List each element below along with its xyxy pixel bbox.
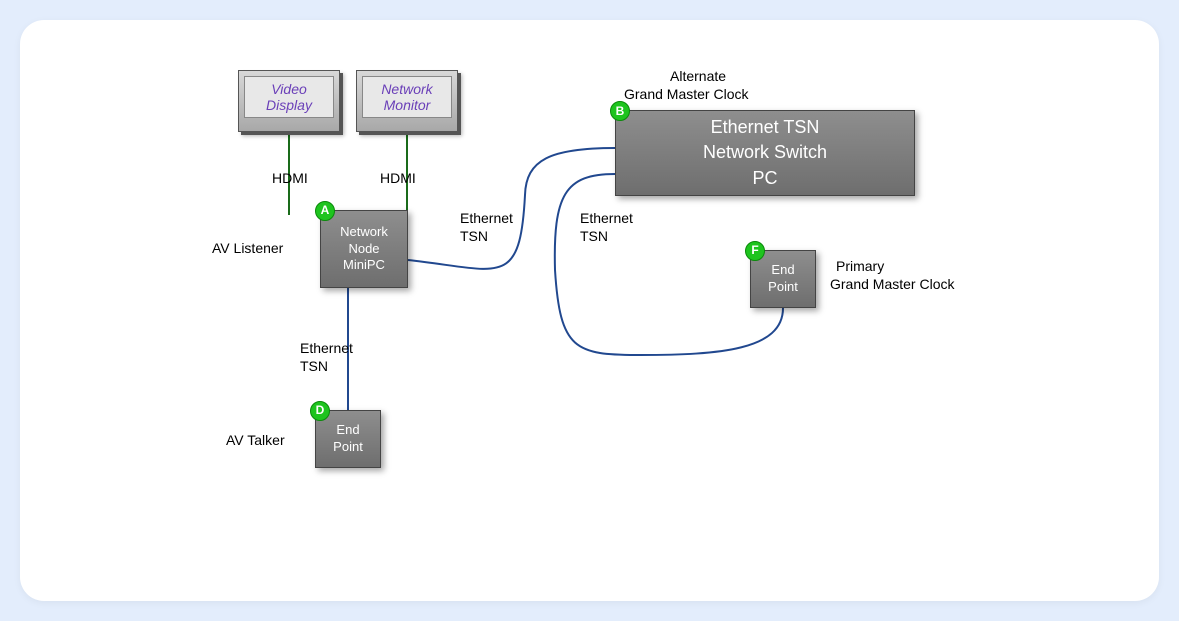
- node-endpoint-f: F EndPoint: [750, 250, 816, 308]
- badge-f: F: [745, 241, 765, 261]
- label-av-talker: AV Talker: [226, 432, 285, 450]
- edges-layer: [20, 20, 1159, 601]
- badge-b: B: [610, 101, 630, 121]
- monitor-network-monitor: NetworkMonitor: [356, 70, 458, 132]
- edge-label-ethernet-tsn: EthernetTSN: [300, 340, 353, 375]
- diagram-card: VideoDisplay NetworkMonitor A NetworkNod…: [20, 20, 1159, 601]
- node-label: Ethernet TSNNetwork SwitchPC: [703, 115, 827, 191]
- node-network-node-minipc: A NetworkNodeMiniPC: [320, 210, 408, 288]
- node-endpoint-d: D EndPoint: [315, 410, 381, 468]
- label-primary-gmc: Grand Master Clock: [830, 276, 954, 294]
- monitor-label: NetworkMonitor: [381, 81, 432, 113]
- badge-a: A: [315, 201, 335, 221]
- label-alternate-gmc: Alternate: [670, 68, 726, 86]
- edge-label-ethernet-tsn: EthernetTSN: [460, 210, 513, 245]
- node-label: NetworkNodeMiniPC: [340, 224, 388, 275]
- badge-d: D: [310, 401, 330, 421]
- node-label: EndPoint: [333, 422, 363, 456]
- label-av-listener: AV Listener: [212, 240, 283, 258]
- label-primary-gmc: Primary: [836, 258, 884, 276]
- label-alternate-gmc: Grand Master Clock: [624, 86, 748, 104]
- edge-label-ethernet-tsn: EthernetTSN: [580, 210, 633, 245]
- edge-label-hdmi: HDMI: [272, 170, 308, 188]
- monitor-video-display: VideoDisplay: [238, 70, 340, 132]
- node-label: EndPoint: [768, 262, 798, 296]
- monitor-label: VideoDisplay: [266, 81, 312, 113]
- node-ethernet-tsn-switch: B Ethernet TSNNetwork SwitchPC: [615, 110, 915, 196]
- edge-label-hdmi: HDMI: [380, 170, 416, 188]
